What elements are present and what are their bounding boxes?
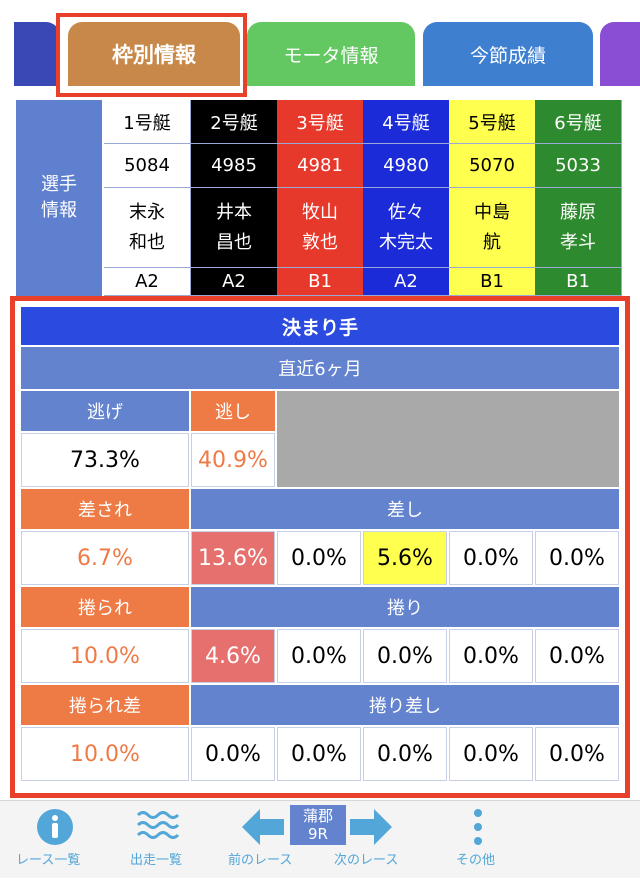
bottom-nav: レース一覧 出走一覧 前のレース 蒲郡 9R 次のレース その他	[0, 800, 640, 878]
racer-info-side-text: 選手 情報	[41, 174, 77, 221]
makuriRow-value-3: 0.0%	[277, 629, 361, 683]
tab-wakubetsu[interactable]: 枠別情報	[68, 22, 240, 86]
nav-prev-race-label: 前のレース	[228, 853, 293, 868]
info-icon	[37, 809, 73, 845]
racer-info-side-label: 選手 情報	[16, 100, 102, 296]
sashiRow-value-6: 0.0%	[535, 531, 619, 585]
empty-gray-area	[277, 391, 619, 487]
racer-class-5: B1	[449, 268, 536, 296]
racer-number-1: 5084	[104, 144, 191, 188]
nav-other-label: その他	[456, 853, 496, 868]
kimarite-panel: 決まり手 直近6ヶ月 逃げ 逃し 73.3% 40.9% 差され 差し 6.7%…	[10, 296, 630, 798]
racer-number-4: 4980	[363, 144, 450, 188]
sasare-value: 6.7%	[21, 531, 189, 585]
racer-name-line1: 井本	[216, 201, 252, 223]
race-venue: 蒲郡	[302, 807, 333, 825]
sashi-label: 差し	[191, 489, 619, 529]
sashiRow-value-2: 13.6%	[191, 531, 275, 585]
racer-class-6: B1	[535, 268, 622, 296]
kimarite-period: 直近6ヶ月	[21, 347, 619, 389]
waves-icon	[136, 811, 180, 839]
racer-boat-2: 2号艇	[191, 100, 278, 144]
nav-entry-list-label: 出走一覧	[130, 853, 183, 868]
racer-name-line1: 中島	[474, 201, 510, 223]
nav-entry-list[interactable]: 出走一覧	[128, 801, 188, 879]
tab-konsetsu[interactable]: 今節成績	[423, 22, 593, 86]
makurizashiRow-value-3: 0.0%	[277, 727, 361, 781]
racer-name-3: 牧山 敦也	[277, 188, 364, 268]
makurizashi-label: 捲り差し	[191, 685, 619, 725]
kimarite-title: 決まり手	[21, 307, 619, 345]
racer-boat-5: 5号艇	[449, 100, 536, 144]
racer-class-2: A2	[191, 268, 278, 296]
makuriRow-value-4: 0.0%	[363, 629, 447, 683]
racer-name-line1: 佐々	[388, 201, 424, 223]
race-badge: 蒲郡 9R	[290, 805, 346, 845]
racer-name-line1: 末永	[129, 201, 165, 223]
makurizashiRow-value-5: 0.0%	[449, 727, 533, 781]
tab-motor[interactable]: モータ情報	[247, 22, 415, 86]
racer-name-line1: 牧山	[302, 201, 338, 223]
more-vertical-icon	[474, 809, 482, 845]
racer-boat-4: 4号艇	[363, 100, 450, 144]
racer-name-4: 佐々 木完太	[363, 188, 450, 268]
makurarezashi-label: 捲られ差	[21, 685, 189, 725]
nigashi-value: 40.9%	[191, 433, 275, 487]
racer-name-line1: 藤原	[560, 201, 596, 223]
racer-boat-3: 3号艇	[277, 100, 364, 144]
sashiRow-value-3: 0.0%	[277, 531, 361, 585]
tab-right-partial[interactable]	[600, 22, 640, 86]
makuriRow-value-2: 4.6%	[191, 629, 275, 683]
makurizashiRow-value-4: 0.0%	[363, 727, 447, 781]
sashiRow-value-4: 5.6%	[363, 531, 447, 585]
makurizashiRow-value-6: 0.0%	[535, 727, 619, 781]
racer-boat-1: 1号艇	[104, 100, 191, 144]
makurare-label: 捲られ	[21, 587, 189, 627]
nav-race-list[interactable]: レース一覧	[16, 801, 90, 879]
nav-next-race[interactable]: 次のレース	[332, 801, 412, 879]
racer-info-table: 選手 情報 1号艇 5084 末永 和也 A2 2号艇 4985 井本 昌也 A2 3号艇 4981 牧…	[16, 100, 622, 296]
racer-name-1: 末永 和也	[104, 188, 191, 268]
nav-race-list-label: レース一覧	[16, 853, 81, 868]
racer-name-line2: 和也	[129, 231, 165, 253]
racer-name-line2: 木完太	[379, 231, 433, 253]
nav-next-race-label: 次のレース	[334, 853, 399, 868]
nav-prev-race[interactable]: 前のレース	[228, 801, 308, 879]
arrow-right-icon	[350, 809, 392, 845]
nige-label: 逃げ	[21, 391, 189, 431]
sasare-label: 差され	[21, 489, 189, 529]
arrow-left-icon	[242, 809, 284, 845]
racer-class-1: A2	[104, 268, 191, 296]
racer-number-2: 4985	[191, 144, 278, 188]
tab-left-partial[interactable]	[14, 22, 60, 86]
racer-number-6: 5033	[535, 144, 622, 188]
makurare-value: 10.0%	[21, 629, 189, 683]
makuriRow-value-5: 0.0%	[449, 629, 533, 683]
selected-tab-highlight	[56, 13, 247, 97]
makuri-label: 捲り	[191, 587, 619, 627]
tab-bar: 枠別情報 モータ情報 今節成績	[0, 0, 640, 97]
sashiRow-value-5: 0.0%	[449, 531, 533, 585]
racer-number-5: 5070	[449, 144, 536, 188]
racer-name-line2: 敦也	[302, 231, 338, 253]
racer-class-4: A2	[363, 268, 450, 296]
racer-name-5: 中島航	[449, 188, 536, 268]
nav-other[interactable]: その他	[450, 801, 510, 879]
nigashi-label: 逃し	[191, 391, 275, 431]
racer-number-3: 4981	[277, 144, 364, 188]
racer-name-line2: 孝斗	[560, 231, 596, 253]
racer-name-line2: 昌也	[216, 231, 252, 253]
makuriRow-value-6: 0.0%	[535, 629, 619, 683]
nige-value: 73.3%	[21, 433, 189, 487]
racer-name-line2: 航	[483, 231, 501, 253]
racer-boat-6: 6号艇	[535, 100, 622, 144]
makurarezashi-value: 10.0%	[21, 727, 189, 781]
racer-name-2: 井本 昌也	[191, 188, 278, 268]
makurizashiRow-value-2: 0.0%	[191, 727, 275, 781]
race-number: 9R	[308, 825, 328, 843]
racer-class-3: B1	[277, 268, 364, 296]
racer-name-6: 藤原 孝斗	[535, 188, 622, 268]
